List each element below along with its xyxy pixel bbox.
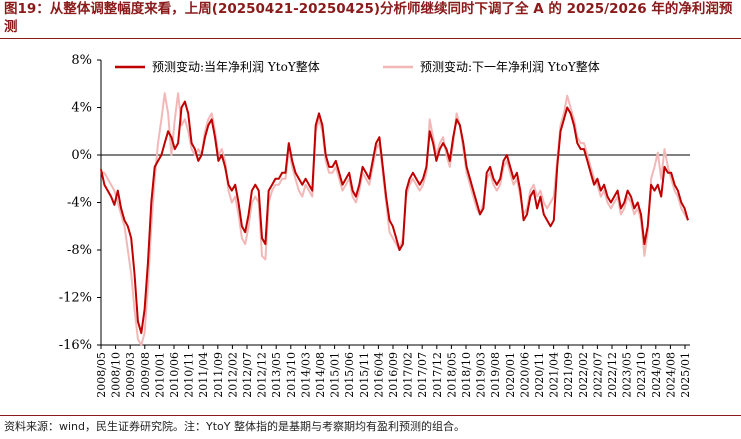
x-tick-label: 2009/03 <box>124 352 137 398</box>
series-line-next-year <box>101 92 689 346</box>
x-tick-label: 2022/12 <box>606 352 619 398</box>
figure-title: 图19：从整体调整幅度来看，上周(20250421-20250425)分析师继续… <box>4 1 733 35</box>
x-tick-label: 2014/08 <box>314 352 327 398</box>
chart: 8%4%0%-4%-8%-12%-16% 2008/05 2008/10 2009/… <box>59 53 692 398</box>
y-ticks: 8% 4% 0% -4% -8% -12% -16% <box>59 53 101 353</box>
y-tick-label: -8% <box>67 243 92 258</box>
x-tick-label: 2010/11 <box>183 352 196 398</box>
x-tick-label: 2020/11 <box>533 352 546 398</box>
x-tick-label: 2015/01 <box>329 352 342 398</box>
x-tick-label: 2008/10 <box>110 352 123 398</box>
x-tick-label: 2013/10 <box>285 352 298 398</box>
source-note: 资料来源：wind，民生证券研究院。注：YtoY 整体指的是基期与考察期均有盈利… <box>4 420 465 433</box>
x-tick-label: 2011/09 <box>212 352 225 398</box>
x-tick-label: 2019/08 <box>489 352 502 398</box>
x-tick-label: 2018/05 <box>445 352 458 398</box>
x-tick-label: 2022/02 <box>577 352 590 398</box>
x-tick-label: 2023/05 <box>621 352 634 398</box>
x-tick-label: 2011/04 <box>197 352 210 398</box>
x-tick-label: 2025/01 <box>679 352 692 398</box>
x-tick-label: 2009/08 <box>139 352 152 398</box>
y-tick-label: 4% <box>71 101 92 116</box>
x-tick-label: 2010/06 <box>168 352 181 398</box>
x-tick-label: 2012/02 <box>226 352 239 398</box>
x-tick-label: 2015/06 <box>343 352 356 398</box>
title-rule <box>0 38 741 39</box>
legend-label-next: 预测变动:下一年净利润 YtoY整体 <box>420 59 600 74</box>
legend: 预测变动:当年净利润 YtoY整体 预测变动:下一年净利润 YtoY整体 <box>115 59 600 74</box>
x-tick-label: 2017/07 <box>416 352 429 398</box>
x-tick-label: 2024/03 <box>650 352 663 398</box>
x-tick-label: 2013/05 <box>270 352 283 398</box>
x-tick-label: 2017/02 <box>402 352 415 398</box>
y-tick-label: -4% <box>67 196 92 211</box>
x-tick-label: 2014/03 <box>299 352 312 398</box>
y-tick-label: 0% <box>71 148 92 163</box>
y-tick-label: -16% <box>59 338 92 353</box>
x-tick-label: 2023/10 <box>635 352 648 398</box>
x-tick-label: 2017/12 <box>431 352 444 398</box>
x-tick-label: 2010/01 <box>153 352 166 398</box>
series-line-current-year <box>100 100 689 335</box>
x-tick-label: 2016/04 <box>372 352 385 398</box>
y-tick-label: -12% <box>59 291 92 306</box>
x-tick-label: 2008/05 <box>95 352 108 398</box>
x-tick-label: 2021/09 <box>562 352 575 398</box>
x-tick-label: 2018/10 <box>460 352 473 398</box>
y-tick-label: 8% <box>71 53 92 68</box>
x-tick-label: 2024/08 <box>664 352 677 398</box>
x-tick-label: 2021/04 <box>548 352 561 398</box>
x-tick-label: 2022/07 <box>591 352 604 398</box>
series-layer <box>100 92 689 346</box>
x-tick-label: 2012/12 <box>256 352 269 398</box>
x-tick-label: 2019/03 <box>475 352 488 398</box>
legend-label-current: 预测变动:当年净利润 YtoY整体 <box>152 59 320 74</box>
x-tick-label: 2015/11 <box>358 352 371 398</box>
plot-area: 8%4%0%-4%-8%-12%-16% 2008/05 2008/10 2009/… <box>59 53 692 398</box>
x-ticks: 2008/05 2008/10 2009/03 2009/08 2010/01 2010/… <box>95 345 692 398</box>
footer-rule <box>0 415 741 416</box>
x-tick-label: 2012/07 <box>241 352 254 398</box>
x-tick-label: 2016/09 <box>387 352 400 398</box>
x-tick-label: 2020/06 <box>518 352 531 398</box>
x-tick-label: 2020/01 <box>504 352 517 398</box>
